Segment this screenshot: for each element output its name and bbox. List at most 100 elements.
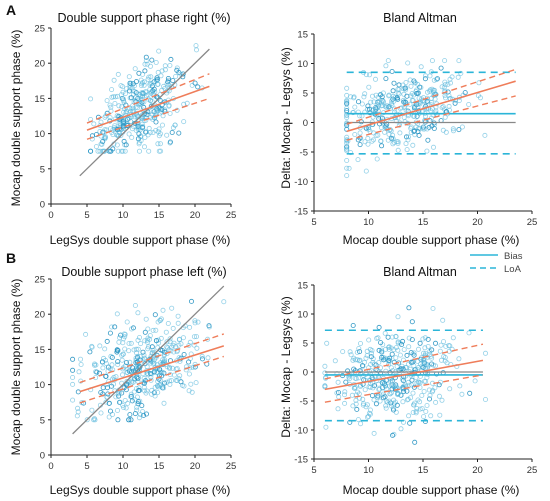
data-point xyxy=(164,344,170,350)
data-point xyxy=(439,105,445,111)
data-point xyxy=(347,349,353,355)
data-point xyxy=(379,349,385,355)
data-point xyxy=(89,344,95,350)
data-point xyxy=(76,369,82,375)
data-point xyxy=(396,122,402,128)
data-point xyxy=(138,101,144,107)
data-point xyxy=(475,93,481,99)
data-point xyxy=(195,84,201,90)
data-point xyxy=(390,407,396,413)
data-point xyxy=(383,63,389,69)
data-point xyxy=(405,137,411,143)
data-point xyxy=(455,74,461,80)
data-point xyxy=(351,355,357,361)
data-point xyxy=(459,391,465,397)
data-point xyxy=(178,341,184,347)
data-point xyxy=(164,132,170,138)
data-point xyxy=(426,124,432,130)
data-point xyxy=(385,137,391,143)
data-point xyxy=(386,344,392,350)
data-point xyxy=(97,128,103,134)
data-point xyxy=(409,91,415,97)
data-point xyxy=(134,394,140,400)
data-point xyxy=(344,148,350,154)
data-point xyxy=(438,342,444,348)
data-point xyxy=(142,329,148,335)
data-point xyxy=(174,65,180,71)
data-point xyxy=(144,112,150,118)
data-point xyxy=(376,116,382,122)
data-point xyxy=(125,400,131,406)
data-point xyxy=(401,115,407,121)
data-point xyxy=(104,338,110,344)
data-point xyxy=(398,366,404,372)
data-point xyxy=(368,350,374,356)
data-point xyxy=(363,355,369,361)
data-point xyxy=(176,130,182,136)
data-point xyxy=(137,353,143,359)
data-point xyxy=(394,363,400,369)
data-point xyxy=(408,124,414,130)
data-point xyxy=(350,110,356,116)
data-point xyxy=(396,82,402,88)
data-point xyxy=(140,409,146,415)
data-point xyxy=(351,366,357,372)
chart-right-scatter: Double support phase right (%) LegSys do… xyxy=(9,11,231,247)
data-point xyxy=(367,384,373,390)
data-point xyxy=(403,107,409,113)
data-point xyxy=(416,95,422,101)
data-point xyxy=(132,411,138,417)
data-point xyxy=(127,359,133,365)
data-point xyxy=(168,378,174,384)
data-point xyxy=(146,148,152,154)
data-point xyxy=(127,85,133,91)
identity-line xyxy=(79,48,210,177)
data-point xyxy=(386,92,392,98)
data-point xyxy=(114,127,120,133)
data-point xyxy=(144,370,150,376)
data-point xyxy=(141,91,147,97)
data-point xyxy=(442,58,448,64)
data-point xyxy=(410,98,416,104)
data-points xyxy=(88,43,205,154)
data-point xyxy=(341,392,347,398)
data-point xyxy=(393,384,399,390)
data-point xyxy=(166,378,172,384)
data-point xyxy=(458,70,464,76)
data-point xyxy=(482,396,488,402)
chart-1-ylabel: Mocap double support phase (%) xyxy=(9,30,23,207)
data-point xyxy=(105,368,111,374)
data-point xyxy=(120,351,126,357)
data-point xyxy=(123,405,129,411)
chart-3-plot: 0 5 10 15 20 25 0 5 10 15 20 25 xyxy=(34,275,236,473)
data-point xyxy=(124,381,130,387)
data-point xyxy=(428,413,434,419)
data-point xyxy=(109,129,115,135)
data-point xyxy=(113,394,119,400)
data-point xyxy=(175,313,181,319)
data-point xyxy=(365,103,371,109)
data-point xyxy=(118,92,124,98)
data-point xyxy=(158,73,164,79)
y-tick-label: 10 xyxy=(297,59,308,70)
data-point xyxy=(417,340,423,346)
data-point xyxy=(187,339,193,345)
data-point xyxy=(136,374,142,380)
data-point xyxy=(396,87,402,93)
data-point xyxy=(115,71,121,77)
data-point xyxy=(124,86,130,92)
data-point xyxy=(103,373,109,379)
data-point xyxy=(149,350,155,356)
data-point xyxy=(109,87,115,93)
data-point xyxy=(360,396,366,402)
data-point xyxy=(357,368,363,374)
data-point xyxy=(456,356,462,362)
data-point xyxy=(121,109,127,115)
x-tick-label: 25 xyxy=(226,461,237,472)
legend-loa-label: LoA xyxy=(504,264,522,275)
x-tick-label: 5 xyxy=(311,217,316,228)
data-point xyxy=(143,58,149,64)
data-point xyxy=(109,362,115,368)
data-point xyxy=(420,364,426,370)
